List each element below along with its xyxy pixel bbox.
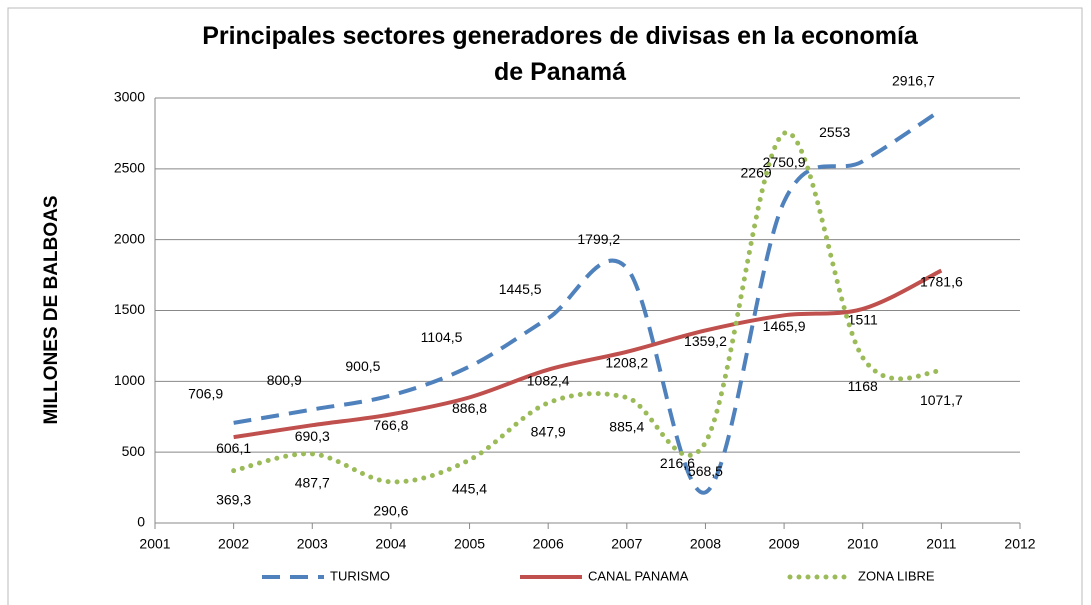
x-tick-label: 2003: [297, 536, 328, 552]
data-label: 1359,2: [684, 333, 727, 349]
data-label: 2269: [741, 164, 772, 180]
legend-label: TURISMO: [330, 568, 390, 583]
x-tick-label: 2011: [926, 536, 956, 552]
data-label: 885,4: [609, 418, 644, 434]
x-tick-label: 2004: [375, 536, 406, 552]
y-tick-label: 1000: [114, 372, 145, 388]
x-tick-label: 2002: [218, 536, 249, 552]
data-label: 2553: [819, 124, 850, 140]
data-label: 900,5: [345, 358, 380, 374]
y-tick-label: 1500: [114, 301, 145, 317]
series-line: [233, 268, 943, 440]
data-label: 886,8: [452, 400, 487, 416]
data-label: 2750,9: [763, 154, 806, 170]
x-tick-label: 2012: [1004, 536, 1035, 552]
x-tick-label: 2009: [769, 536, 800, 552]
series-line: [233, 108, 943, 495]
x-tick-label: 2010: [847, 536, 878, 552]
data-label: 487,7: [295, 475, 330, 491]
data-label: 1465,9: [763, 318, 806, 334]
data-label: 1208,2: [605, 355, 648, 371]
data-label: 706,9: [188, 386, 223, 402]
data-label: 1082,4: [527, 372, 570, 388]
data-label: 1445,5: [499, 281, 542, 297]
data-label: 766,8: [373, 417, 408, 433]
data-label: 568,5: [688, 463, 723, 479]
y-tick-label: 3000: [114, 89, 145, 105]
data-label: 690,3: [295, 428, 330, 444]
x-tick-label: 2001: [139, 536, 170, 552]
chart-frame: [7, 7, 1083, 605]
y-tick-label: 500: [122, 443, 146, 459]
data-label: 290,6: [373, 503, 408, 519]
legend-label: CANAL PANAMA: [588, 568, 689, 583]
data-label: 1781,6: [920, 273, 963, 289]
y-tick-label: 0: [137, 514, 145, 530]
legend-label: ZONA LIBRE: [858, 568, 935, 583]
x-tick-label: 2007: [611, 536, 642, 552]
data-label: 445,4: [452, 481, 487, 497]
x-tick-label: 2008: [690, 536, 721, 552]
data-label: 2916,7: [892, 73, 935, 89]
y-tick-label: 2000: [114, 230, 145, 246]
data-label: 1511: [848, 312, 878, 328]
data-label: 1168: [848, 378, 878, 394]
data-label: 1799,2: [577, 231, 620, 247]
y-axis-label: MILLONES DE BALBOAS: [41, 195, 62, 424]
x-tick-label: 2005: [454, 536, 485, 552]
data-label: 216,6: [660, 455, 695, 471]
data-label: 847,9: [531, 424, 566, 440]
data-label: 606,1: [216, 440, 251, 456]
y-tick-label: 2500: [114, 160, 145, 176]
chart-title: Principales sectores generadores de divi…: [202, 22, 918, 86]
data-label: 1071,7: [920, 392, 963, 408]
series-line: [231, 130, 944, 485]
data-label: 800,9: [267, 372, 302, 388]
x-tick-label: 2006: [533, 536, 564, 552]
data-label: 369,3: [216, 491, 251, 507]
data-label: 1104,5: [421, 329, 463, 345]
